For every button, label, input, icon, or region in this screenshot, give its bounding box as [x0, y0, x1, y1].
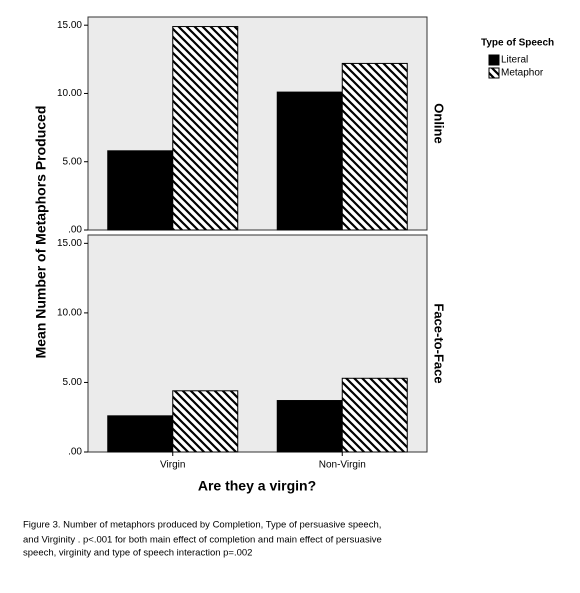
y-axis-label: Mean Number of Metaphors Produced — [33, 106, 49, 359]
bar — [172, 26, 239, 231]
x-axis-label: Are they a virgin? — [198, 478, 316, 494]
bar — [341, 62, 408, 231]
bar — [172, 390, 239, 453]
panel-title: Online — [432, 103, 447, 143]
bar — [276, 91, 343, 231]
x-tick-label: Virgin — [160, 460, 185, 471]
panel-title: Face-to-Face — [432, 303, 447, 383]
y-tick-label: 5.00 — [63, 156, 83, 167]
caption-line: Figure 3. Number of metaphors produced b… — [23, 520, 381, 531]
y-tick-label: .00 — [68, 447, 82, 458]
y-tick-label: 15.00 — [57, 238, 82, 249]
bar — [276, 400, 343, 453]
caption-line: speech, virginity and type of speech int… — [23, 548, 252, 559]
legend-label: Literal — [501, 55, 528, 66]
x-tick-label: Non-Virgin — [319, 460, 366, 471]
bar — [107, 415, 174, 453]
y-tick-label: .00 — [68, 225, 82, 236]
y-tick-label: 10.00 — [57, 88, 82, 99]
legend-swatch — [488, 67, 500, 79]
y-tick-label: 10.00 — [57, 308, 82, 319]
bar — [341, 377, 408, 453]
legend-title: Type of Speech — [481, 38, 554, 49]
caption-line: and Virginity . p<.001 for both main eff… — [23, 535, 382, 546]
legend-swatch — [488, 54, 500, 66]
y-tick-label: 5.00 — [63, 377, 83, 388]
y-tick-label: 15.00 — [57, 20, 82, 31]
bar — [107, 150, 174, 231]
legend-label: Metaphor — [501, 68, 544, 79]
